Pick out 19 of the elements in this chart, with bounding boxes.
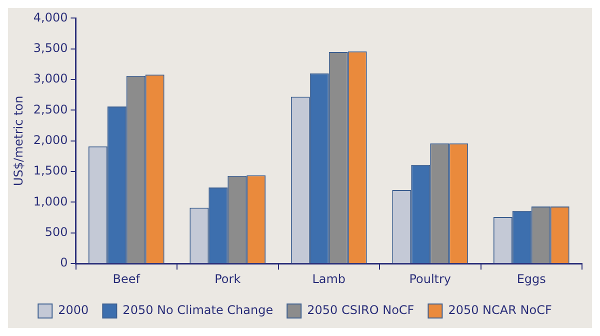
x-tick-label: Pork	[214, 272, 241, 286]
legend-label: 2000	[58, 303, 89, 318]
legend-label: 2050 No Climate Change	[122, 303, 274, 318]
y-tick-label: 4,000	[33, 10, 68, 24]
y-tick-label: 500	[44, 225, 68, 240]
y-tick-label: 3,500	[33, 41, 68, 55]
y-tick-label: 2,500	[33, 102, 68, 116]
x-tick-label: Eggs	[516, 272, 546, 286]
x-tick-label: Lamb	[312, 272, 346, 286]
x-tick-label: Poultry	[409, 272, 452, 286]
y-tick-label: 0	[60, 256, 68, 270]
y-tick-label: 1,500	[33, 164, 68, 178]
y-tick-label: 3,000	[33, 72, 68, 86]
y-tick-label: 2,000	[33, 133, 68, 148]
x-tick-label: Beef	[112, 272, 141, 286]
legend-label: 2050 CSIRO NoCF	[307, 303, 414, 318]
legend-label: 2050 NCAR NoCF	[448, 303, 552, 318]
y-tick-label: 1,000	[33, 194, 68, 208]
y-axis-title: US$/metric ton	[11, 96, 26, 186]
